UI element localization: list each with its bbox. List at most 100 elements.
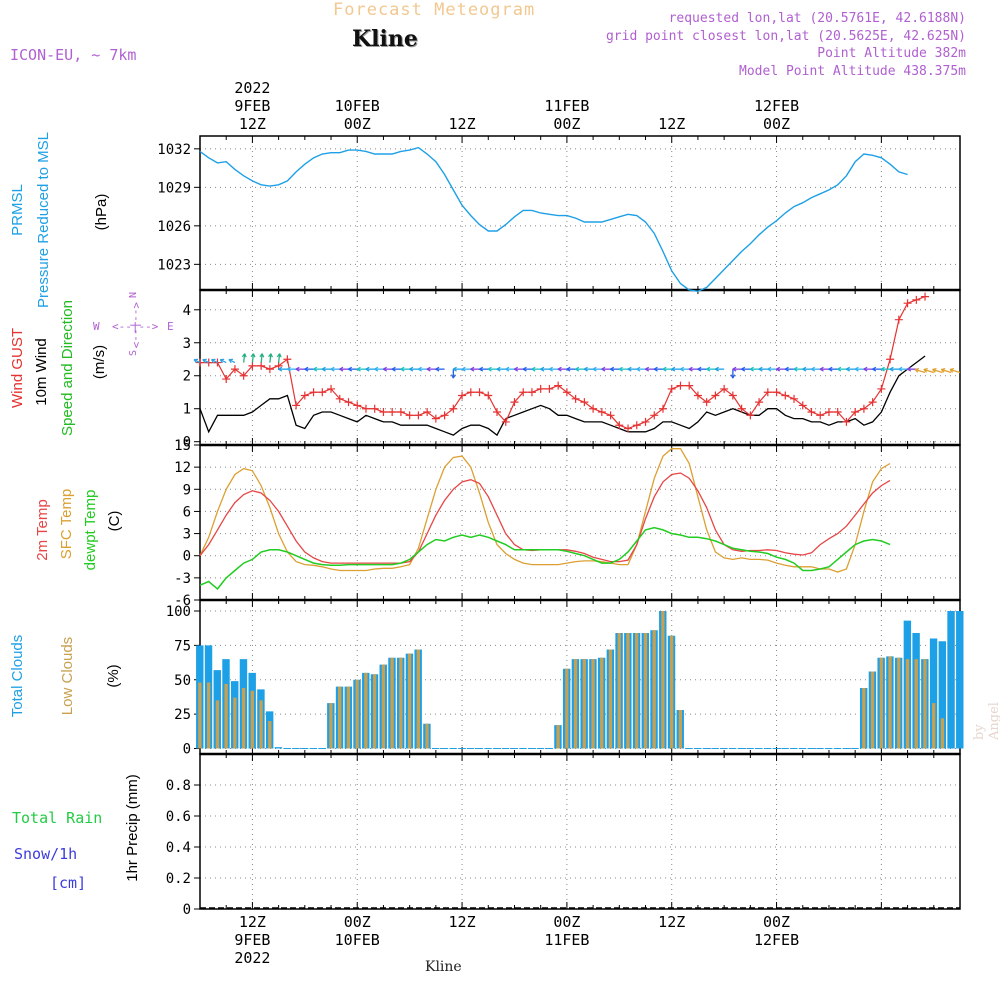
gust-marker xyxy=(921,292,930,301)
snow-label: Snow/1h xyxy=(14,845,77,863)
wind-direction-arrowhead xyxy=(732,366,737,372)
wind-direction-arrowhead xyxy=(478,366,484,372)
wind-direction-arrowhead xyxy=(365,366,370,372)
wind-direction-arrowhead xyxy=(730,374,736,379)
wind-direction-arrowhead xyxy=(382,366,387,372)
gust-marker xyxy=(536,384,545,393)
wind-direction-arrowhead xyxy=(250,353,256,358)
y-tick-label: 1026 xyxy=(157,219,191,235)
wind-direction-arrowhead xyxy=(767,366,772,372)
gust-marker xyxy=(423,408,432,417)
gust-marker xyxy=(667,384,676,393)
credit-watermark: by Angel xyxy=(972,702,1000,740)
panel-axis-label: Low Clouds xyxy=(59,637,76,715)
gust-marker xyxy=(842,417,851,426)
wind-direction-arrow xyxy=(260,353,263,363)
gust-marker xyxy=(431,414,440,423)
y-tick-label: 1 xyxy=(183,402,191,418)
wind-direction-arrowhead xyxy=(932,368,937,373)
low-cloud-bar xyxy=(268,721,272,749)
y-tick-label: 6 xyxy=(183,504,191,520)
bottom-time-label: 10FEB xyxy=(335,931,380,949)
rain-label: Total Rain xyxy=(12,809,102,827)
wind-direction-arrowhead xyxy=(548,366,553,372)
y-tick-label: 50 xyxy=(174,673,191,689)
wind-direction-arrowhead xyxy=(557,366,562,372)
gust-marker xyxy=(562,388,571,397)
panel-frame xyxy=(199,753,961,910)
panel-axis-label: 2m Temp xyxy=(34,499,51,560)
gust-marker xyxy=(230,365,239,374)
wind-direction-arrow xyxy=(277,353,281,363)
panel-axis-label: SFC Temp xyxy=(58,489,75,560)
low-cloud-bar xyxy=(678,710,683,749)
gust-marker xyxy=(239,371,248,380)
wind-direction-arrow xyxy=(243,353,246,363)
low-cloud-bar xyxy=(635,633,639,749)
bottom-time-label: 00Z xyxy=(763,913,790,931)
gust-marker xyxy=(650,411,659,420)
wind-direction-arrowhead xyxy=(949,368,955,373)
compass-vertical-arrow: <--|--> xyxy=(130,302,143,349)
low-cloud-bar xyxy=(940,718,945,749)
wind-direction-arrowhead xyxy=(575,366,580,372)
gust-marker xyxy=(248,361,257,370)
gust-marker xyxy=(300,391,309,400)
wind-direction-arrowhead xyxy=(907,366,912,372)
low-cloud-bar xyxy=(416,649,420,749)
gust-marker xyxy=(624,424,633,433)
wind-direction-arrowhead xyxy=(627,366,632,372)
wind-direction-arrow xyxy=(914,368,926,374)
wind-direction-arrowhead xyxy=(741,366,746,372)
wind-direction-arrowhead xyxy=(671,366,676,372)
low-cloud-bar xyxy=(206,682,211,749)
panels-layer xyxy=(194,135,961,910)
wind-direction-arrowhead xyxy=(810,366,816,372)
y-tick-label: 1023 xyxy=(157,257,191,273)
top-time-label: 9FEB xyxy=(234,97,270,115)
gust-marker xyxy=(685,381,694,390)
low-cloud-bar xyxy=(329,703,333,749)
wind-direction-arrowhead xyxy=(854,366,859,372)
snow-unit-label: [cm] xyxy=(50,874,86,892)
gust-marker xyxy=(781,391,790,400)
low-cloud-bar xyxy=(600,657,604,749)
panel-axis-label: PRMSL xyxy=(9,184,26,236)
gust-marker xyxy=(903,299,912,308)
y-tick-label: 0 xyxy=(183,549,191,565)
top-time-label: 12Z xyxy=(449,115,476,133)
y-tick-label: 9 xyxy=(183,482,191,498)
gust-marker xyxy=(353,401,362,410)
wind-direction-arrowhead xyxy=(706,366,711,372)
compass-north: N xyxy=(128,292,139,298)
panel-axis-label: 1hr Precip (mm) xyxy=(124,774,141,882)
y-tick-label: -3 xyxy=(174,571,191,587)
gust-marker xyxy=(405,411,414,420)
wind-direction-arrowhead xyxy=(193,358,199,364)
station-name: Kline xyxy=(352,26,418,52)
gust-marker xyxy=(702,398,711,407)
panel-frame xyxy=(199,599,961,755)
low-cloud-bar xyxy=(643,633,648,749)
gust-marker xyxy=(510,398,519,407)
wind-direction-arrowhead xyxy=(339,366,344,372)
gust-marker xyxy=(859,404,868,413)
low-cloud-bar xyxy=(652,630,656,749)
gust-marker xyxy=(554,381,563,390)
wind-direction-arrowhead xyxy=(202,358,207,364)
compass-horizontal-arrow: <--|--> xyxy=(112,320,159,333)
gust-marker xyxy=(318,388,327,397)
footer-station: Kline xyxy=(425,959,462,975)
wind-direction-arrowhead xyxy=(522,366,527,372)
wind-direction-arrow xyxy=(923,368,934,374)
gust-marker xyxy=(693,391,702,400)
requested-coords: requested lon,lat (20.5761E, 42.6188N) xyxy=(668,11,966,26)
wind-direction-arrowhead xyxy=(461,366,466,372)
gust-marker xyxy=(388,408,397,417)
wind-direction-arrowhead xyxy=(775,366,781,372)
low-cloud-bar xyxy=(372,674,377,749)
gust-marker xyxy=(658,404,667,413)
wind-direction-arrowhead xyxy=(618,366,623,372)
wind-direction-arrowhead xyxy=(470,366,475,372)
wind-direction-arrowhead xyxy=(923,368,928,373)
